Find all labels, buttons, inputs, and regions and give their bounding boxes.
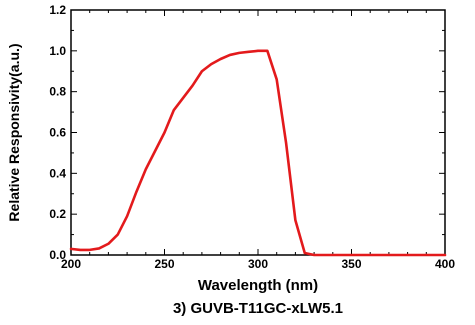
x-tick-label: 350 (341, 257, 361, 271)
y-tick-label: 1.2 (49, 3, 66, 17)
x-tick-label: 200 (61, 257, 81, 271)
x-axis-title: Wavelength (nm) (198, 277, 318, 294)
y-tick-label: 0.6 (49, 126, 66, 140)
x-tick-label: 400 (435, 257, 455, 271)
x-tick-label: 300 (248, 257, 268, 271)
y-tick-label: 1.0 (49, 44, 66, 58)
y-axis-title: Relative Responsivity(a.u.) (6, 43, 22, 221)
y-tick-label: 0.2 (49, 207, 66, 221)
y-tick-label: 0.0 (49, 248, 66, 262)
y-tick-label: 0.8 (49, 85, 66, 99)
x-tick-label: 250 (154, 257, 174, 271)
chart-caption: 3) GUVB-T11GC-xLW5.1 (173, 300, 343, 317)
y-tick-label: 0.4 (49, 166, 66, 180)
series-line-0 (69, 49, 447, 257)
